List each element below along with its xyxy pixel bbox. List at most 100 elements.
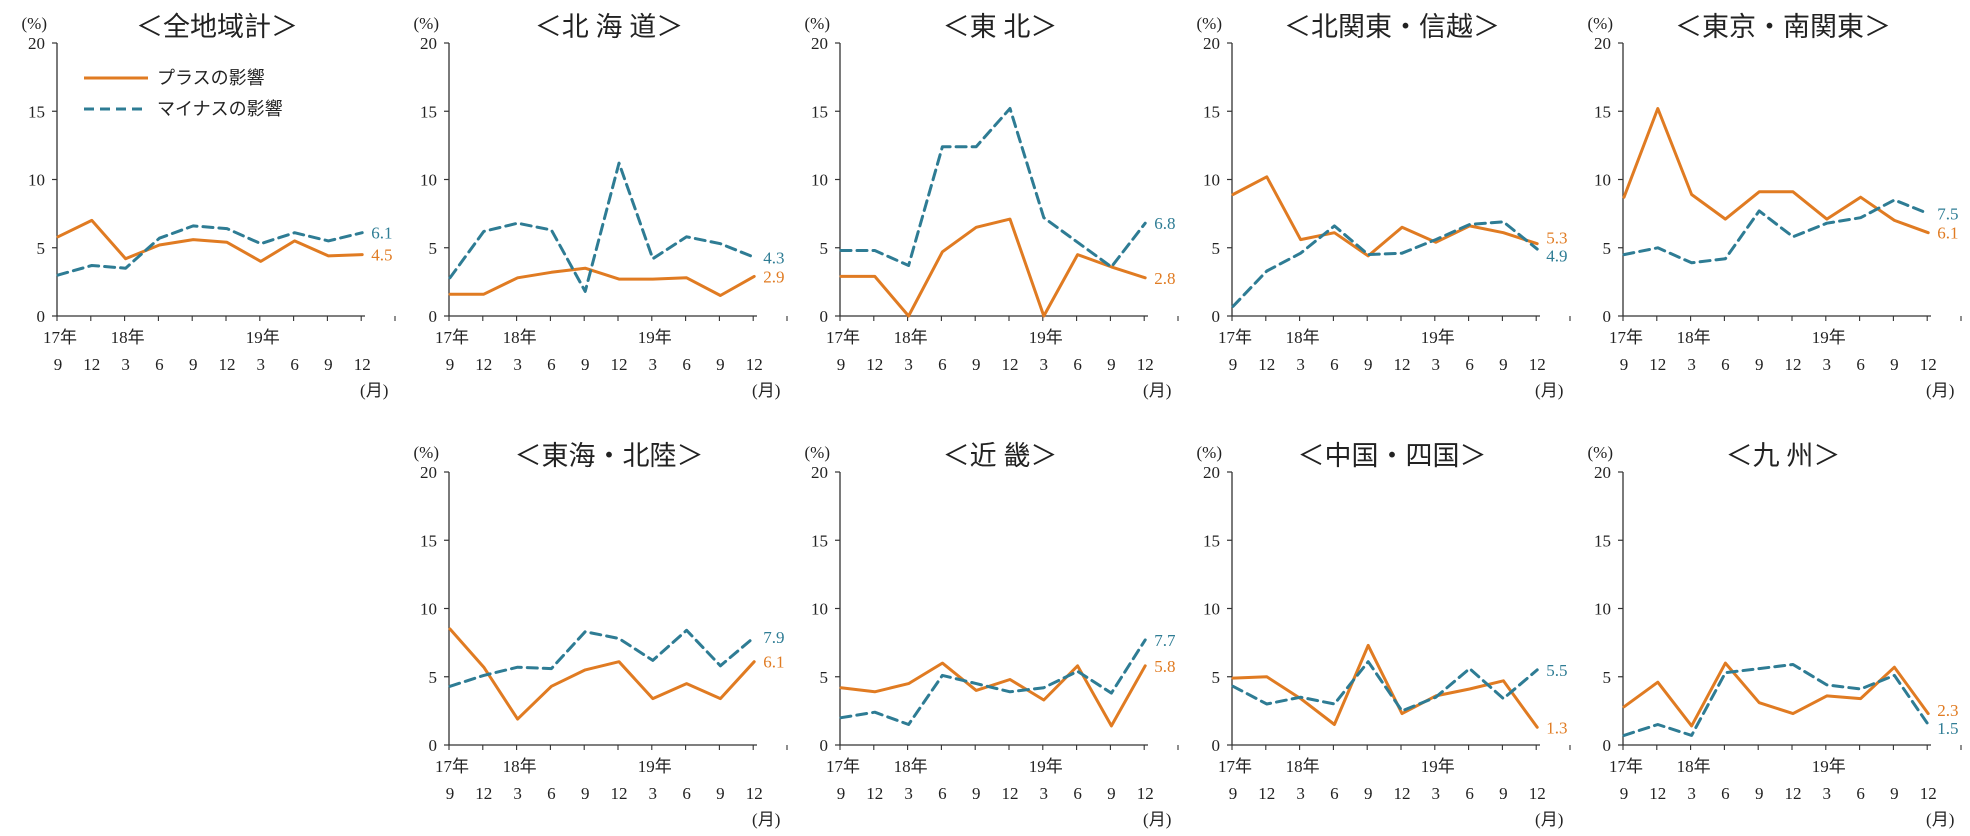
x-month-label: 12 bbox=[866, 784, 883, 803]
x-month-label: 6 bbox=[1721, 784, 1730, 803]
end-value-label-minus-impact: 5.5 bbox=[1546, 661, 1567, 680]
x-year-label: 19年 bbox=[1029, 328, 1063, 347]
chart-panel-6: ＜近 畿＞ (%)20 15 10 5 0 17年 18年 19年 9 12 3 6 9 12 3 6 9 12 (月… bbox=[805, 441, 1179, 829]
chart-panel-0: ＜全地域計＞ (%)20 15 10 5 0 17年 18年 19年 9 12 3 6 9 12 3 6 9 12 (… bbox=[22, 12, 396, 400]
chart-panel-2: ＜東 北＞ (%)20 15 10 5 0 17年 18年 19年 9 12 3 6 9 12 3 6 9 12 (月… bbox=[805, 12, 1179, 400]
series-line-minus-impact bbox=[448, 628, 756, 688]
x-axis-unit: (月) bbox=[1143, 810, 1171, 829]
x-month-label: 12 bbox=[1137, 355, 1154, 374]
series-line-plus-impact bbox=[1622, 661, 1930, 728]
x-month-label: 9 bbox=[446, 355, 455, 374]
x-axis-unit: (月) bbox=[1143, 381, 1171, 400]
chart-panel-7: ＜中国・四国＞ (%)20 15 10 5 0 17年 18年 19年 9 12 3 6 9 12 3 6 9 12… bbox=[1197, 441, 1571, 829]
y-axis-unit: (%) bbox=[1588, 443, 1613, 462]
series-line-plus-impact bbox=[1231, 175, 1539, 258]
x-month-label: 9 bbox=[581, 784, 590, 803]
y-axis-unit: (%) bbox=[805, 443, 830, 462]
x-month-label: 9 bbox=[716, 355, 725, 374]
series-line-plus-impact bbox=[448, 266, 756, 297]
y-tick-label: 0 bbox=[1212, 736, 1221, 755]
x-year-label: 19年 bbox=[246, 328, 280, 347]
x-month-label: 12 bbox=[475, 784, 492, 803]
y-tick-label: 15 bbox=[1203, 531, 1220, 550]
y-tick-label: 0 bbox=[820, 736, 829, 755]
x-month-label: 3 bbox=[904, 355, 913, 374]
x-month-label: 12 bbox=[1649, 355, 1666, 374]
chart-title: ＜東京・南関東＞ bbox=[1675, 12, 1891, 42]
end-value-label-plus-impact: 2.8 bbox=[1154, 269, 1175, 288]
chart-title: ＜北 海 道＞ bbox=[535, 12, 684, 42]
x-month-label: 9 bbox=[1890, 355, 1899, 374]
x-month-label: 3 bbox=[1432, 355, 1441, 374]
y-tick-label: 15 bbox=[811, 531, 828, 550]
x-month-label: 3 bbox=[1040, 355, 1049, 374]
chart-title: ＜東海・北陸＞ bbox=[515, 441, 704, 471]
x-year-label: 19年 bbox=[638, 328, 672, 347]
x-month-label: 12 bbox=[1258, 784, 1275, 803]
y-axis-unit: (%) bbox=[805, 14, 830, 33]
x-axis-unit: (月) bbox=[1926, 381, 1954, 400]
x-month-label: 12 bbox=[354, 355, 371, 374]
x-month-label: 12 bbox=[1394, 355, 1411, 374]
y-tick-label: 20 bbox=[420, 34, 437, 53]
x-month-label: 6 bbox=[1330, 784, 1339, 803]
x-month-label: 6 bbox=[1073, 784, 1082, 803]
y-tick-label: 15 bbox=[420, 102, 437, 121]
x-month-label: 12 bbox=[475, 355, 492, 374]
x-axis-unit: (月) bbox=[752, 810, 780, 829]
x-month-label: 3 bbox=[257, 355, 266, 374]
x-month-label: 6 bbox=[682, 355, 691, 374]
x-month-label: 3 bbox=[649, 784, 658, 803]
x-year-label: 18年 bbox=[894, 328, 928, 347]
end-value-label-plus-impact: 1.3 bbox=[1546, 718, 1567, 737]
x-year-label: 17年 bbox=[435, 757, 469, 776]
x-month-label: 6 bbox=[1856, 784, 1865, 803]
y-axis-unit: (%) bbox=[22, 14, 47, 33]
series-line-minus-impact bbox=[1622, 663, 1930, 737]
chart-title: ＜東 北＞ bbox=[943, 12, 1058, 42]
x-month-label: 6 bbox=[682, 784, 691, 803]
y-tick-label: 5 bbox=[429, 668, 438, 687]
x-month-label: 3 bbox=[1687, 355, 1696, 374]
y-tick-label: 5 bbox=[429, 239, 438, 258]
y-tick-label: 10 bbox=[1203, 171, 1220, 190]
y-tick-label: 10 bbox=[1203, 600, 1220, 619]
x-year-label: 19年 bbox=[1812, 328, 1846, 347]
chart-title: ＜近 畿＞ bbox=[943, 441, 1058, 471]
x-month-label: 9 bbox=[189, 355, 198, 374]
x-month-label: 6 bbox=[547, 355, 556, 374]
x-month-label: 6 bbox=[1073, 355, 1082, 374]
x-month-label: 12 bbox=[1002, 355, 1019, 374]
series-line-minus-impact bbox=[839, 638, 1147, 726]
y-tick-label: 10 bbox=[811, 171, 828, 190]
x-month-label: 9 bbox=[324, 355, 333, 374]
x-month-label: 3 bbox=[1296, 784, 1305, 803]
x-month-label: 12 bbox=[1137, 784, 1154, 803]
x-month-label: 9 bbox=[1755, 784, 1764, 803]
y-tick-label: 10 bbox=[1594, 600, 1611, 619]
x-month-label: 3 bbox=[1823, 784, 1832, 803]
end-value-label-plus-impact: 5.3 bbox=[1546, 228, 1567, 247]
y-tick-label: 10 bbox=[420, 171, 437, 190]
x-month-label: 12 bbox=[746, 784, 763, 803]
x-month-label: 6 bbox=[938, 784, 947, 803]
y-tick-label: 20 bbox=[1594, 463, 1611, 482]
chart-panel-1: ＜北 海 道＞ (%)20 15 10 5 0 17年 18年 19年 9 12 3 6 9 12 3 6 9 12… bbox=[414, 12, 788, 400]
x-month-label: 9 bbox=[581, 355, 590, 374]
x-month-label: 6 bbox=[547, 784, 556, 803]
chart-panel-5: ＜東海・北陸＞ (%)20 15 10 5 0 17年 18年 19年 9 12 3 6 9 12 3 6 9 12… bbox=[414, 441, 788, 829]
x-axis-unit: (月) bbox=[1926, 810, 1954, 829]
x-month-label: 12 bbox=[219, 355, 236, 374]
end-value-label-minus-impact: 6.8 bbox=[1154, 214, 1175, 233]
y-axis-unit: (%) bbox=[1197, 443, 1222, 462]
y-axis-unit: (%) bbox=[1197, 14, 1222, 33]
end-value-label-plus-impact: 2.9 bbox=[763, 267, 784, 286]
chart-panel-8: ＜九 州＞ (%)20 15 10 5 0 17年 18年 19年 9 12 3 6 9 12 3 6 9 12 (月… bbox=[1588, 441, 1962, 829]
x-year-label: 18年 bbox=[111, 328, 145, 347]
y-tick-label: 15 bbox=[1203, 102, 1220, 121]
x-month-label: 9 bbox=[1499, 784, 1508, 803]
x-year-label: 17年 bbox=[1609, 757, 1643, 776]
